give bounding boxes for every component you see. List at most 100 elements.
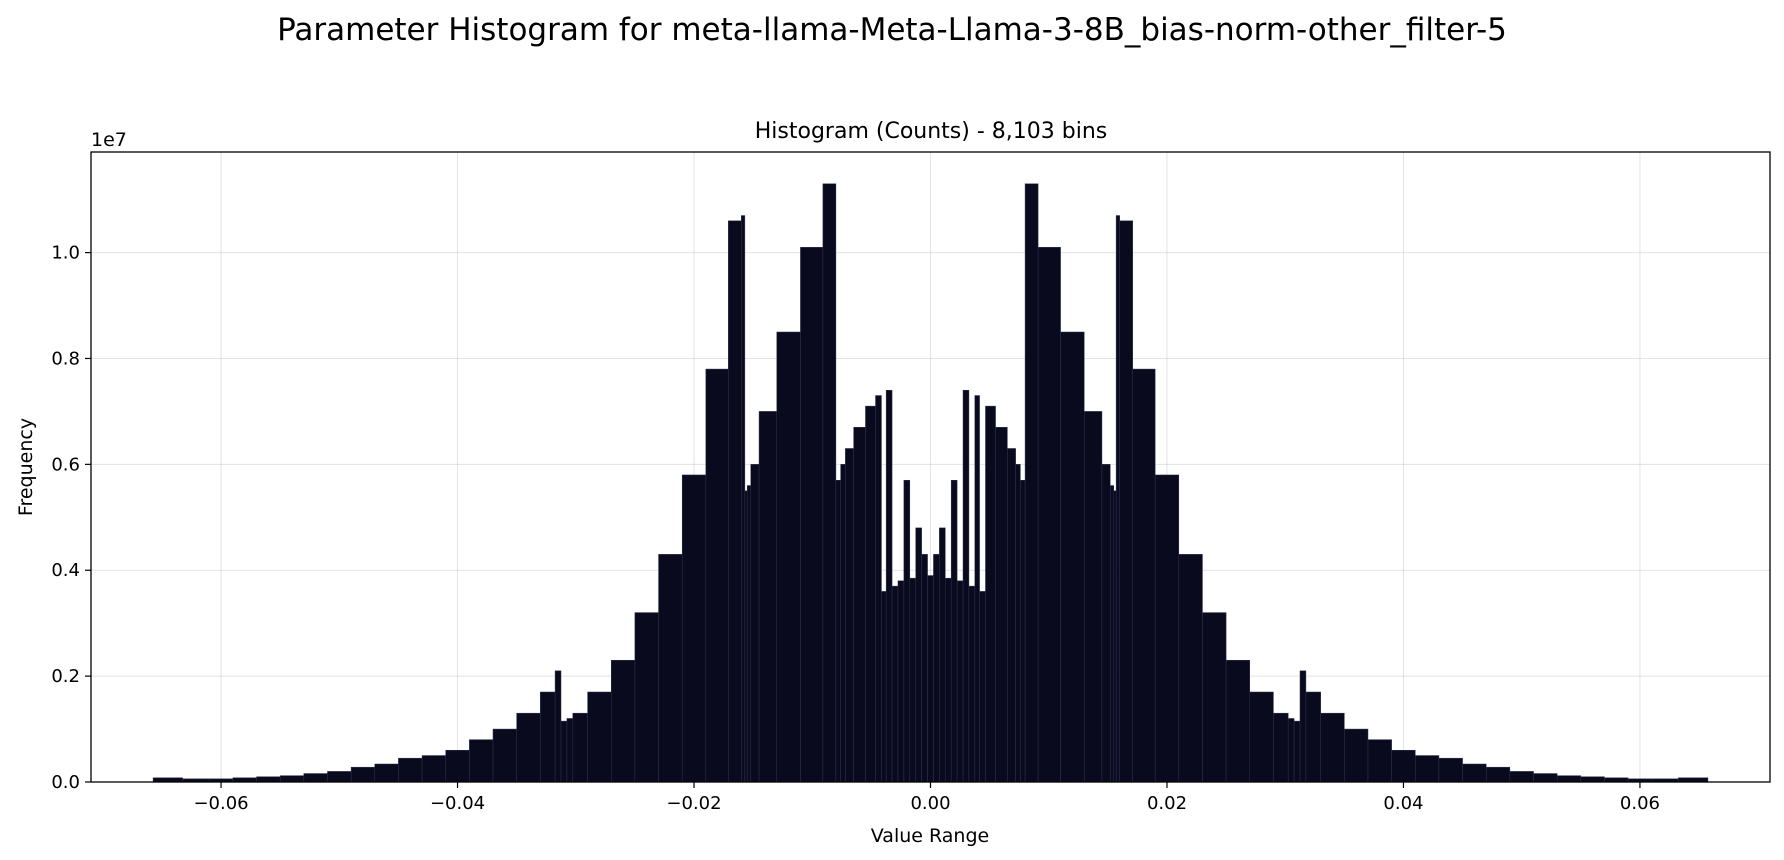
histogram-bar bbox=[374, 763, 399, 783]
histogram-bar bbox=[909, 577, 916, 783]
histogram-bar bbox=[822, 183, 837, 783]
histogram-bar bbox=[1273, 712, 1289, 783]
histogram-bar bbox=[875, 395, 882, 783]
histogram-bar bbox=[1037, 247, 1061, 783]
histogram-bar bbox=[1344, 728, 1369, 783]
histogram-bar bbox=[560, 720, 568, 783]
histogram-bar bbox=[1509, 771, 1534, 783]
histogram-bar bbox=[974, 395, 980, 783]
histogram-bar bbox=[658, 554, 683, 783]
histogram-bar bbox=[985, 405, 996, 783]
histogram-bar bbox=[1462, 763, 1487, 783]
histogram-bar bbox=[750, 464, 760, 783]
y-tick-label: 0.8 bbox=[51, 348, 80, 369]
histogram-bar bbox=[746, 485, 752, 783]
histogram-bar bbox=[927, 575, 934, 783]
histogram-bar bbox=[611, 659, 636, 783]
histogram-bar bbox=[891, 585, 899, 783]
x-tick-label: 0.02 bbox=[1147, 793, 1187, 814]
histogram-bar bbox=[921, 554, 928, 783]
histogram-bar bbox=[979, 591, 986, 783]
histogram-bar bbox=[398, 757, 423, 783]
histogram-bar bbox=[1415, 755, 1440, 783]
histogram-bar bbox=[1367, 739, 1392, 783]
histogram-bar bbox=[327, 771, 352, 783]
histogram-bar bbox=[897, 580, 905, 783]
histogram-bar bbox=[1299, 670, 1307, 783]
histogram-bar bbox=[881, 591, 887, 783]
histogram-bar bbox=[741, 215, 746, 783]
histogram-bar bbox=[962, 389, 970, 783]
histogram-bar bbox=[350, 766, 376, 783]
histogram-bar bbox=[1293, 720, 1301, 783]
histogram-bar bbox=[1119, 220, 1133, 783]
x-axis-ticks: −0.06 −0.04 −0.02 0.00 0.02 0.04 0.06 bbox=[193, 782, 1660, 814]
histogram-bar bbox=[758, 411, 778, 783]
histogram-bar bbox=[840, 464, 846, 783]
histogram-bar bbox=[1020, 479, 1026, 783]
histogram-bar bbox=[776, 331, 801, 783]
histogram-bar bbox=[572, 712, 588, 783]
y-tick-label: 0.2 bbox=[51, 666, 80, 687]
histogram-bar bbox=[945, 577, 952, 783]
histogram-bar bbox=[800, 247, 824, 783]
histogram-bar bbox=[1178, 554, 1203, 783]
histogram-bar bbox=[445, 749, 470, 783]
histogram-bar bbox=[1287, 718, 1295, 783]
histogram-bar bbox=[995, 427, 1008, 783]
histogram-bar bbox=[853, 427, 866, 783]
histogram-bar bbox=[1225, 659, 1250, 783]
histogram-bar bbox=[1109, 485, 1115, 783]
histogram-bar bbox=[1007, 448, 1016, 783]
histogram-bar bbox=[939, 527, 946, 783]
histogram-bar bbox=[1060, 331, 1085, 783]
histogram-bar bbox=[1024, 183, 1039, 783]
y-tick-label: 0.6 bbox=[51, 454, 80, 475]
histogram-bar bbox=[492, 728, 517, 783]
histogram-bar bbox=[865, 405, 876, 783]
histogram-bar bbox=[1580, 776, 1605, 783]
histogram-bar bbox=[681, 474, 707, 783]
histogram-bar bbox=[279, 775, 305, 783]
y-tick-label: 0.0 bbox=[51, 772, 80, 793]
figure-suptitle: Parameter Histogram for meta-llama-Meta-… bbox=[277, 12, 1507, 48]
histogram-bar bbox=[256, 776, 281, 783]
x-axis-label: Value Range bbox=[871, 825, 989, 847]
histogram-bar bbox=[421, 755, 446, 783]
histogram-bar bbox=[728, 220, 742, 783]
histogram-bar bbox=[1391, 749, 1416, 783]
histogram-bar bbox=[566, 718, 574, 783]
histogram-bar bbox=[1202, 612, 1227, 783]
histogram-bar bbox=[933, 554, 940, 783]
histogram-bar bbox=[885, 389, 893, 783]
histogram-bars bbox=[152, 183, 1709, 783]
histogram-bar bbox=[968, 585, 976, 783]
histogram-bar bbox=[956, 580, 964, 783]
chart-title: Histogram (Counts) - 8,103 bins bbox=[755, 119, 1107, 144]
histogram-bar bbox=[554, 670, 562, 783]
x-tick-label: 0.00 bbox=[910, 793, 950, 814]
histogram-bar bbox=[705, 368, 729, 783]
histogram-bar bbox=[469, 739, 494, 783]
histogram-bar bbox=[1132, 368, 1156, 783]
histogram-bar bbox=[587, 691, 612, 783]
histogram-bar bbox=[1015, 464, 1021, 783]
histogram-bar bbox=[1438, 757, 1463, 783]
histogram-bar bbox=[1115, 215, 1120, 783]
y-axis-ticks: 0.0 0.2 0.4 0.6 0.8 1.0 bbox=[51, 243, 91, 793]
histogram-bar bbox=[540, 691, 556, 783]
histogram-bar bbox=[1556, 775, 1582, 783]
histogram-bar bbox=[1113, 490, 1117, 783]
histogram-bar bbox=[1320, 712, 1345, 783]
histogram-bar bbox=[1249, 691, 1274, 783]
histogram-bar bbox=[950, 479, 958, 783]
histogram-bar bbox=[303, 773, 328, 783]
histogram-bar bbox=[1154, 474, 1180, 783]
y-tick-label: 1.0 bbox=[51, 243, 80, 264]
histogram-bar bbox=[744, 490, 748, 783]
y-tick-label: 0.4 bbox=[51, 560, 80, 581]
histogram-bar bbox=[1485, 766, 1511, 783]
histogram-bar bbox=[835, 479, 841, 783]
histogram-bar bbox=[1533, 773, 1558, 783]
